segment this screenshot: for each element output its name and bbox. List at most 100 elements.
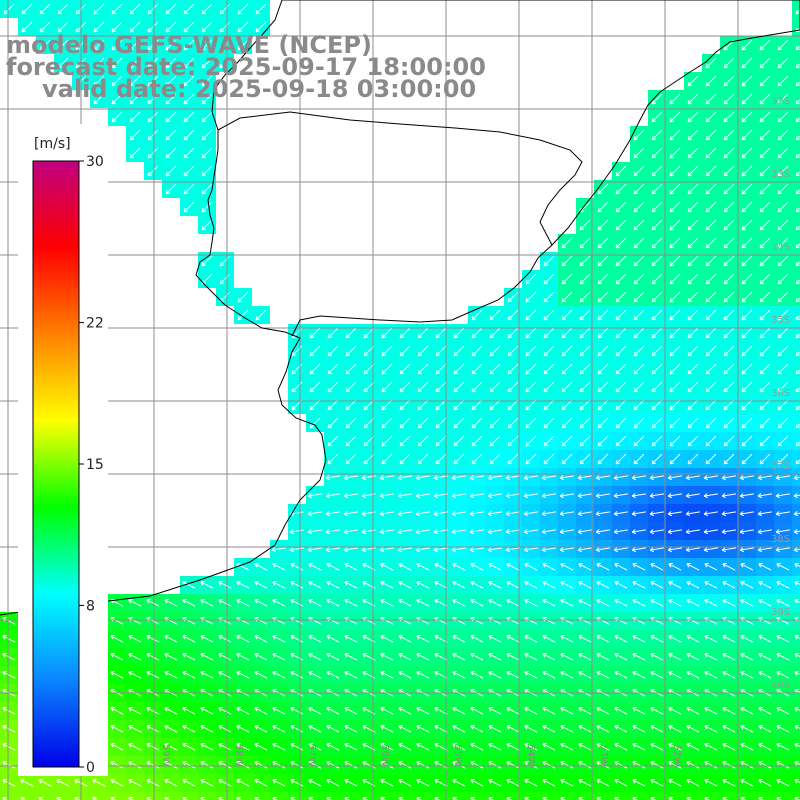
wind-arrow: [183, 129, 195, 141]
wind-cell: [792, 342, 800, 360]
wind-cell: [792, 162, 800, 180]
wind-arrow: [669, 381, 681, 393]
wind-arrow: [579, 219, 591, 231]
wind-arrow: [615, 345, 627, 357]
wind-arrow: [632, 563, 646, 571]
wind-arrow: [254, 581, 268, 589]
wind-arrow: [325, 547, 340, 553]
wind-arrow: [2, 707, 16, 715]
wind-arrow: [579, 453, 591, 465]
wind-arrow: [165, 183, 177, 195]
wind-arrow: [687, 399, 699, 411]
wind-arrow: [776, 725, 790, 733]
wind-arrow: [759, 327, 771, 339]
wind-arrow: [633, 183, 645, 195]
wind-arrow: [147, 21, 159, 33]
wind-arrow: [308, 671, 322, 679]
wind-arrow: [633, 255, 645, 267]
wind-cell: [792, 450, 800, 468]
wind-arrow: [507, 345, 519, 357]
wind-arrow: [543, 363, 555, 375]
wind-arrow: [794, 563, 800, 568]
wind-arrow: [110, 653, 124, 661]
wind-arrow: [667, 493, 682, 499]
wind-arrow: [777, 381, 789, 393]
wind-arrow: [452, 761, 466, 769]
wind-arrow: [325, 529, 340, 535]
wind-arrow: [667, 511, 682, 517]
wind-arrow: [579, 417, 591, 429]
wind-cell: [792, 216, 800, 234]
wind-arrow: [129, 39, 141, 51]
wind-arrow: [435, 363, 447, 375]
wind-arrow: [597, 453, 609, 465]
wind-arrow: [705, 93, 717, 105]
wind-arrow: [597, 309, 609, 321]
wind-arrow: [687, 273, 699, 285]
wind-cell: [792, 144, 800, 162]
wind-arrow: [435, 327, 447, 339]
wind-arrow: [2, 761, 16, 769]
wind-arrow: [741, 381, 753, 393]
wind-arrow: [651, 201, 663, 213]
wind-arrow: [147, 111, 159, 123]
wind-arrow: [615, 309, 627, 321]
wind-arrow: [721, 511, 736, 517]
wind-arrow: [183, 111, 195, 123]
wind-arrow: [651, 417, 663, 429]
wind-arrow: [218, 743, 232, 751]
wind-arrow: [560, 761, 574, 769]
wind-arrow: [632, 779, 646, 787]
wind-arrow: [2, 635, 16, 643]
wind-arrow: [398, 635, 412, 643]
wind-arrow: [345, 453, 357, 465]
wind-arrow: [343, 511, 358, 517]
wind-arrow: [669, 345, 681, 357]
wind-arrow: [741, 165, 753, 177]
wind-arrow: [308, 725, 322, 733]
wind-arrow: [453, 399, 465, 411]
wind-arrow: [741, 75, 753, 87]
wind-arrow: [687, 327, 699, 339]
wind-arrow: [201, 21, 213, 33]
wind-arrow: [759, 219, 771, 231]
wind-arrow: [272, 599, 286, 607]
wind-arrow: [596, 635, 610, 643]
wind-arrow: [128, 653, 142, 661]
wind-arrow: [705, 75, 717, 87]
wind-arrow: [669, 237, 681, 249]
wind-arrow: [361, 493, 376, 499]
wind-arrow: [740, 743, 754, 751]
wind-arrow: [795, 243, 800, 249]
wind-arrow: [525, 417, 537, 429]
wind-arrow: [685, 475, 700, 481]
wind-arrow: [379, 511, 394, 517]
wind-arrow: [741, 345, 753, 357]
wind-arrow: [128, 635, 142, 643]
wind-arrow: [577, 511, 592, 517]
wind-arrow: [794, 635, 800, 640]
wind-arrow: [759, 39, 771, 51]
wind-arrow: [578, 779, 592, 787]
wind-arrow: [615, 327, 627, 339]
wind-arrow: [686, 581, 700, 589]
wind-arrow: [147, 75, 159, 87]
wind-arrow: [361, 511, 376, 517]
wind-arrow: [309, 345, 321, 357]
wind-arrow: [669, 255, 681, 267]
wind-arrow: [308, 779, 322, 787]
wind-arrow: [723, 399, 735, 411]
wind-arrow: [111, 3, 123, 15]
wind-arrow: [307, 493, 322, 499]
wind-arrow: [361, 547, 376, 553]
wind-arrow: [578, 581, 592, 589]
wind-arrow: [344, 635, 358, 643]
wind-arrow: [668, 599, 682, 607]
wind-arrow: [669, 93, 681, 105]
wind-arrow: [758, 563, 772, 571]
wind-arrow: [650, 725, 664, 733]
wind-arrow: [272, 563, 286, 571]
wind-arrow: [505, 547, 520, 553]
wind-arrow: [453, 417, 465, 429]
